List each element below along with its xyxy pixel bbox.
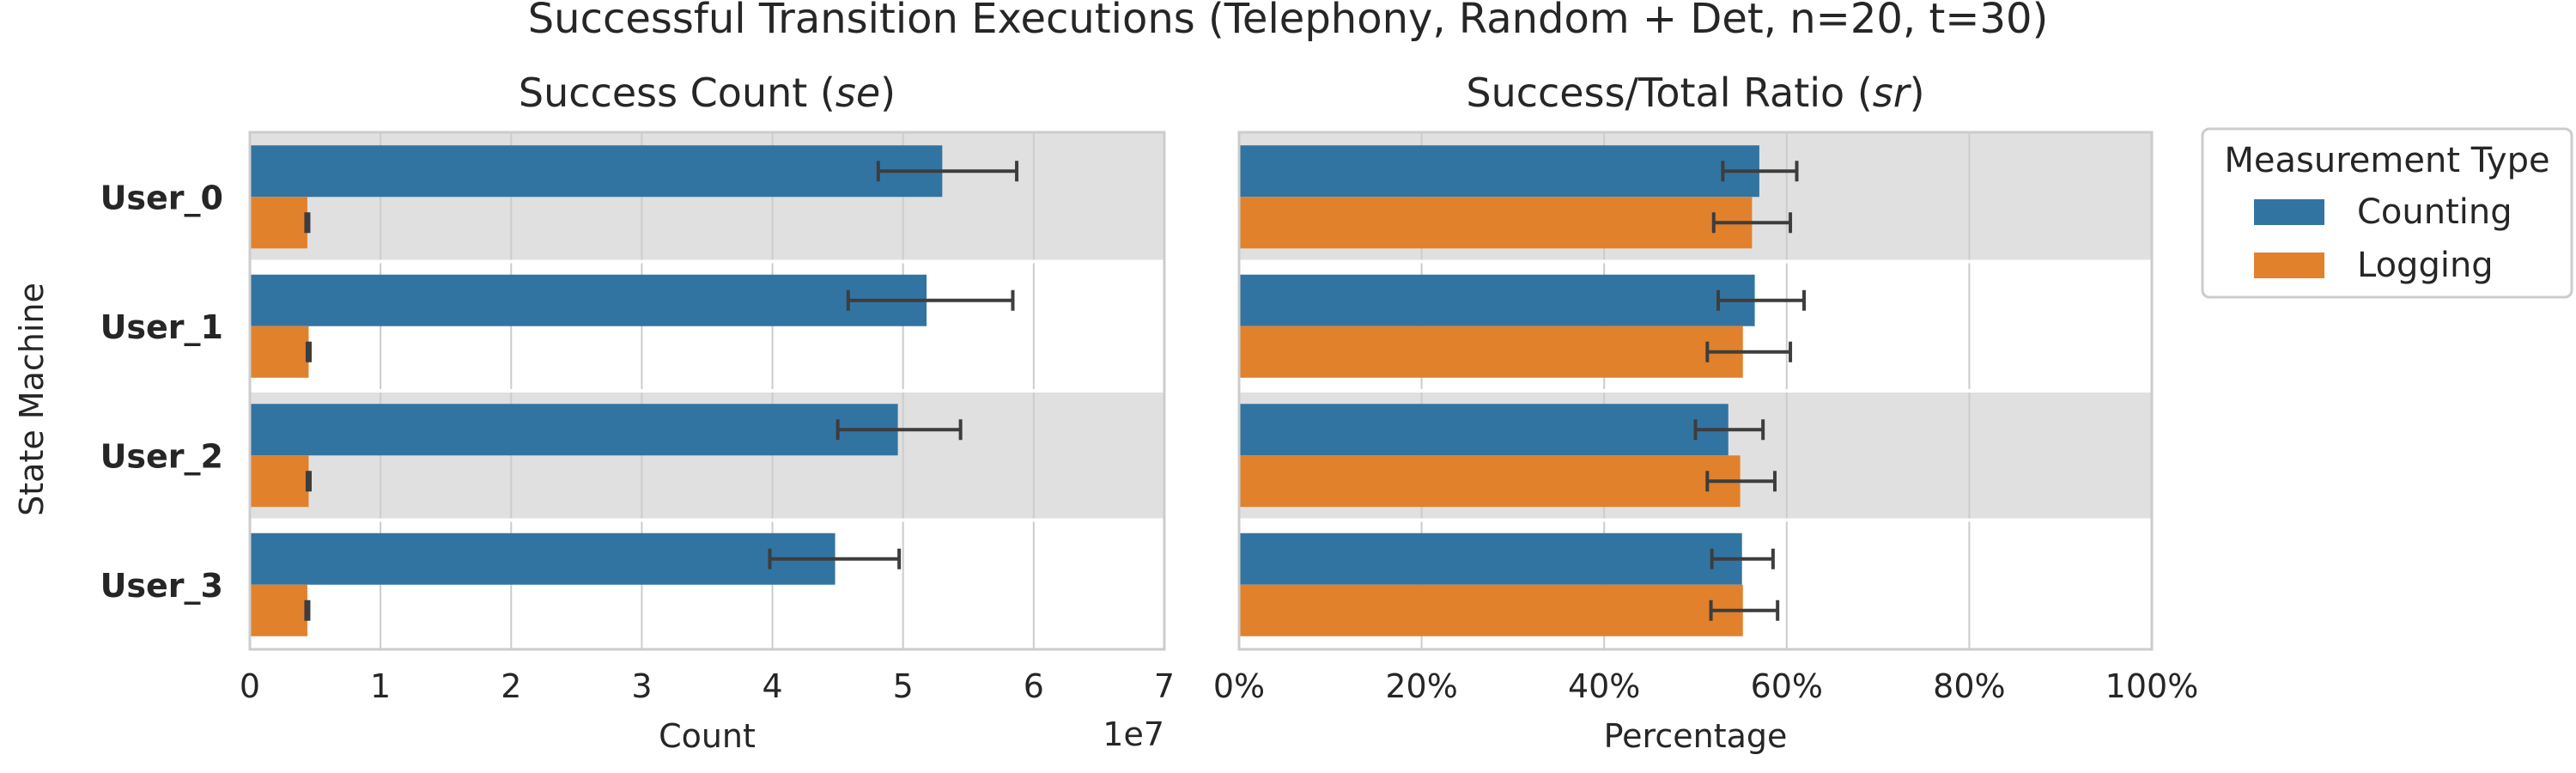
- panel-title: Success Count (se): [519, 70, 896, 116]
- x-tick-label: 0%: [1213, 667, 1265, 705]
- bar: [1239, 197, 1753, 249]
- legend-swatch: [2254, 253, 2324, 278]
- panels: 0 1 2 3 4 5 6 7 Count 1e7 Success Count (se) 0% 20% 4…: [100, 70, 2199, 755]
- panel-1: 0% 20% 40% 60% 80% 100% Percentage Success/Tota…: [1213, 70, 2198, 755]
- y-tick-label: User_2: [100, 437, 223, 475]
- axis-offset-label: 1e7: [1103, 715, 1164, 753]
- bar: [1239, 584, 1743, 636]
- x-tick-label: 7: [1154, 667, 1175, 705]
- panel-title-close: ): [1910, 70, 1925, 116]
- axes-frame: [1237, 131, 2154, 651]
- legend-label: Logging: [2357, 246, 2494, 285]
- x-tick-label: 2: [501, 667, 521, 705]
- x-tick-label: 60%: [1751, 667, 1823, 705]
- panel-title-close: ): [880, 70, 896, 116]
- bar: [250, 145, 943, 198]
- legend-label: Counting: [2357, 192, 2512, 232]
- x-tick-label: 80%: [1933, 667, 2005, 705]
- bar: [1239, 404, 1728, 456]
- x-axis-label: Count: [659, 717, 756, 755]
- bar: [1239, 455, 1741, 508]
- bar: [1239, 145, 1759, 198]
- bar: [1239, 326, 1743, 378]
- bar: [250, 326, 309, 378]
- legend-swatch: [2254, 199, 2324, 225]
- panel-title-text: Success Count (: [519, 70, 835, 116]
- panel-title: Success/Total Ratio (sr): [1466, 70, 1924, 116]
- bar: [250, 404, 898, 456]
- x-tick-label: 0: [240, 667, 260, 705]
- x-tick-label: 6: [1024, 667, 1044, 705]
- y-tick-label: User_1: [100, 308, 223, 346]
- panel-title-symbol: sr: [1873, 70, 1912, 116]
- x-tick-label: 20%: [1385, 667, 1457, 705]
- legend: Measurement Type Counting Logging: [2201, 127, 2573, 299]
- bar: [250, 197, 307, 249]
- panel-title-text: Success/Total Ratio (: [1466, 70, 1872, 116]
- x-tick-label: 1: [370, 667, 391, 705]
- x-tick-label: 5: [893, 667, 914, 705]
- x-tick-label: 40%: [1568, 667, 1640, 705]
- panel-title-symbol: se: [835, 70, 880, 116]
- x-tick-label: 4: [762, 667, 782, 705]
- x-axis-label: Percentage: [1604, 717, 1788, 755]
- y-tick-label: User_0: [100, 179, 223, 216]
- bar: [250, 533, 835, 585]
- bar: [250, 455, 309, 508]
- axes-frame: [248, 131, 1166, 651]
- legend-title: Measurement Type: [2224, 141, 2549, 180]
- chart-title: Successful Transition Executions (Teleph…: [528, 0, 2049, 43]
- bar: [250, 274, 927, 326]
- x-tick-label: 3: [631, 667, 652, 705]
- y-tick-label: User_3: [100, 567, 223, 605]
- bar: [1239, 274, 1755, 326]
- x-tick-label: 100%: [2105, 667, 2199, 705]
- bar: [1239, 533, 1742, 585]
- y-axis-label: State Machine: [13, 283, 51, 516]
- panel-0: 0 1 2 3 4 5 6 7 Count 1e7 Success Count (se): [240, 70, 1175, 755]
- bar: [250, 584, 307, 636]
